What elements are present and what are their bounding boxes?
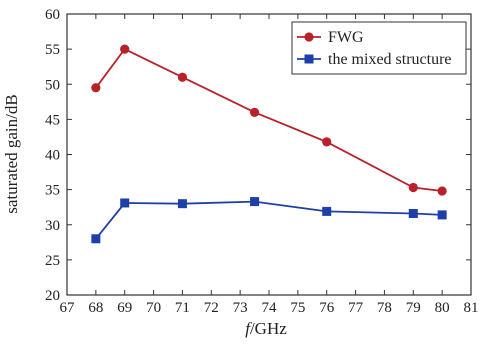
y-tick-label: 25 (45, 253, 60, 269)
legend-marker (304, 32, 314, 42)
legend-marker (304, 54, 314, 64)
legend-label: the mixed structure (328, 51, 452, 68)
x-tick-label: 80 (435, 300, 450, 316)
data-point (91, 234, 101, 244)
y-tick-label: 20 (45, 288, 60, 304)
series-layer (91, 44, 447, 244)
axis-ticks: 67 68 69 70 71 72 73 74 75 76 77 78 79 80 81 20 25 30 35 40… (45, 7, 479, 316)
data-point (437, 210, 447, 220)
data-point (249, 107, 260, 117)
series-fwg (91, 44, 447, 196)
x-tick-label: 69 (117, 300, 132, 316)
legend-box (291, 21, 467, 75)
x-tick-label: 77 (348, 300, 364, 316)
y-tick-label: 55 (45, 42, 60, 58)
y-tick-label: 30 (45, 218, 60, 234)
y-tick-label: 50 (45, 77, 60, 93)
data-point (177, 199, 187, 209)
x-tick-label: 75 (290, 300, 305, 316)
y-tick-label: 60 (45, 7, 60, 23)
y-axis-title: saturated gain/dB (2, 94, 21, 213)
data-point (120, 198, 130, 208)
x-axis-title: f/GHz (245, 319, 287, 338)
series-mixed-structure (91, 197, 447, 244)
x-tick-label: 72 (204, 300, 219, 316)
x-tick-label: 70 (146, 300, 161, 316)
x-tick-label: 76 (319, 300, 335, 316)
x-tick-label: 71 (175, 300, 190, 316)
data-point (322, 206, 332, 216)
data-point (408, 182, 418, 193)
x-tick-label: 68 (88, 300, 103, 316)
data-point (408, 209, 418, 219)
x-tick-label: 81 (464, 300, 479, 316)
x-tick-label: 78 (377, 300, 392, 316)
x-tick-label: 73 (233, 300, 248, 316)
x-tick-label: 74 (262, 300, 278, 316)
legend: FWG the mixed structure (291, 21, 467, 75)
data-point (120, 44, 130, 54)
series-line (95, 200, 443, 240)
y-tick-label: 40 (45, 148, 60, 164)
data-point (322, 137, 332, 147)
x-tick-label: 79 (406, 300, 421, 316)
data-point (91, 83, 101, 93)
y-tick-label: 45 (45, 112, 60, 128)
x-tick-label: 67 (60, 300, 76, 316)
legend-label: FWG (328, 29, 364, 46)
data-point (250, 197, 260, 207)
data-point (177, 72, 188, 82)
data-point (437, 186, 447, 196)
y-tick-label: 35 (45, 183, 60, 199)
